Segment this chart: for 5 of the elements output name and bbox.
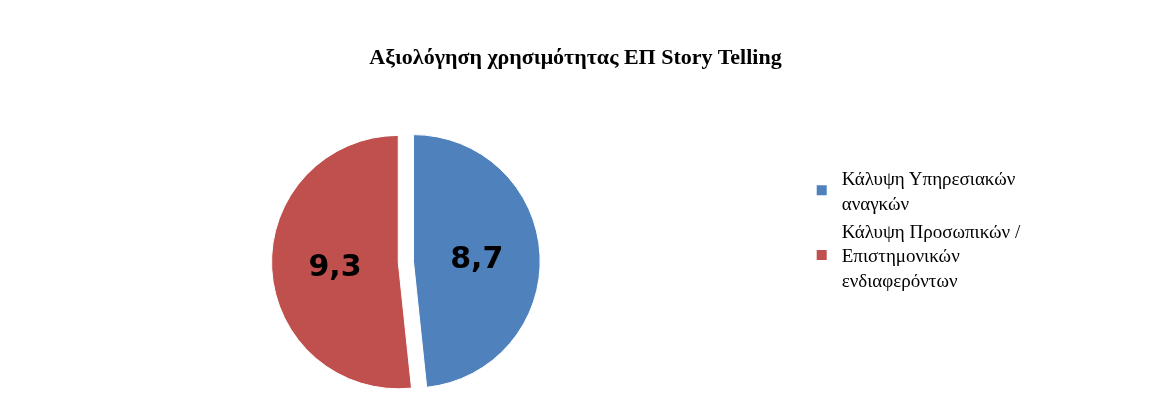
data-label: 8,7 xyxy=(450,240,504,276)
chart-title: Αξιολόγηση χρησιμότητας ΕΠ Story Telling xyxy=(369,44,782,70)
legend-label: Κάλυψη Υπηρεσιακών αναγκών xyxy=(841,168,1016,214)
legend-label: Κάλυψη Προσωπικών / Επιστημονικών ενδιαφερόντων xyxy=(841,220,1021,292)
data-label: 9,3 xyxy=(308,247,362,283)
